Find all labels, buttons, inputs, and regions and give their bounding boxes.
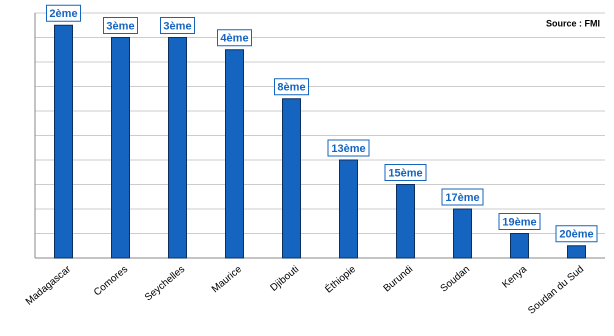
bar [567, 245, 586, 259]
bar [453, 208, 472, 259]
rank-label: 17ème [445, 192, 479, 204]
x-tick-label: Soudan du Sud [526, 264, 586, 317]
rank-label: 15ème [388, 167, 422, 179]
bar [54, 24, 73, 259]
rank-box [441, 188, 484, 206]
bar [168, 37, 187, 259]
rank-box [384, 164, 427, 181]
source: Source : FMI [546, 18, 600, 28]
x-tick-label: Maurice [210, 264, 245, 296]
bar [396, 184, 415, 259]
rank-label: 3ème [106, 20, 134, 32]
rank-box [327, 139, 370, 157]
rank-box [274, 78, 309, 96]
bar [282, 98, 301, 259]
x-tick-label: Comores [92, 264, 130, 299]
rank-box [46, 4, 81, 22]
rank-label: 13ème [331, 143, 365, 155]
x-tick-label: Soudan [439, 264, 472, 295]
rank-label: 20ème [559, 229, 593, 241]
rank-box [160, 17, 195, 34]
x-tick-label: Djibouti [269, 264, 302, 294]
x-tick-label: Kenya [500, 264, 529, 291]
rank-label: 4ème [220, 33, 248, 45]
x-tick-label: Éthiopie [322, 262, 358, 295]
bar [225, 49, 244, 259]
rank-box [103, 17, 138, 34]
rank-label: 2ème [49, 8, 77, 20]
rank-label: 8ème [277, 82, 305, 94]
bar [111, 37, 130, 259]
rank-label: 19ème [502, 216, 536, 228]
bar [339, 159, 358, 259]
rank-box [217, 29, 252, 47]
x-tick-label: Madagascar [24, 263, 74, 307]
rank-label: 3ème [163, 20, 191, 32]
rank-box [555, 225, 598, 243]
bar [510, 233, 529, 259]
x-tick-label: Seychelles [143, 264, 187, 304]
rank-box [498, 213, 541, 230]
x-tick-label: Burundi [382, 264, 415, 295]
